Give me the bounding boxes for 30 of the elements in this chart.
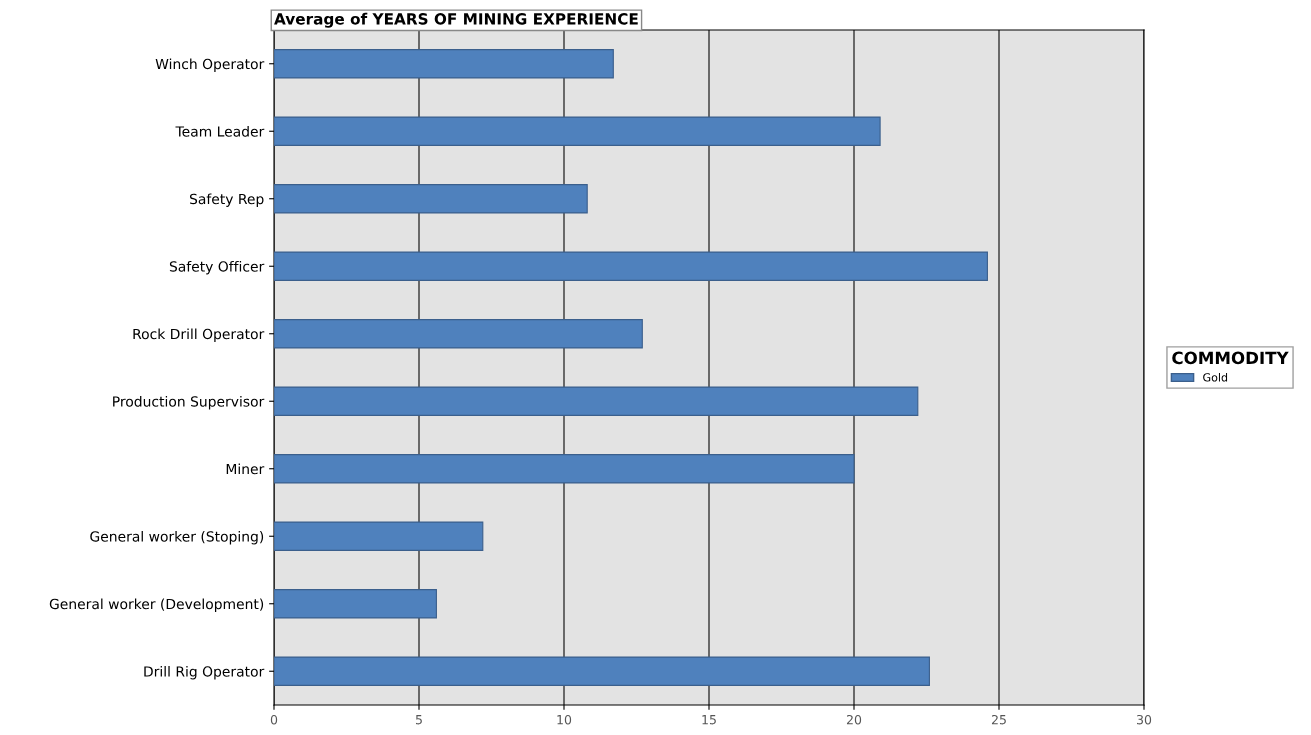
x-tick-label: 10 [557, 714, 572, 725]
chart-title: Average of YEARS OF MINING EXPERIENCE [274, 12, 638, 28]
legend-title: COMMODITY [1172, 351, 1289, 365]
y-tick-label: General worker (Development) [49, 598, 264, 612]
bar [274, 184, 588, 214]
x-tick-label: 5 [415, 715, 422, 725]
bar [274, 319, 643, 349]
bar [274, 454, 855, 484]
y-tick-label: Safety Rep [189, 193, 264, 207]
bar [274, 589, 437, 619]
x-tick-label: 25 [991, 714, 1006, 725]
y-tick-label: Production Supervisor [113, 395, 265, 410]
bar [274, 386, 919, 416]
y-tick-label: Miner [226, 463, 265, 475]
y-tick-label: General worker (Stoping) [90, 530, 264, 545]
bar [274, 656, 930, 686]
x-tick-label: 20 [846, 714, 862, 725]
bar [274, 521, 484, 551]
y-tick-label: Team Leader [175, 125, 265, 137]
x-tick-label: 0 [270, 714, 278, 725]
y-tick-label: Winch Operator [155, 58, 265, 72]
x-tick-label: 30 [1137, 714, 1152, 725]
bar [274, 116, 881, 146]
y-tick-label: Safety Officer [169, 260, 265, 275]
legend-label: Gold [1203, 372, 1228, 382]
x-tick-label: 15 [702, 715, 716, 725]
y-tick-label: Drill Rig Operator [144, 665, 265, 680]
y-tick-label: Rock Drill Operator [133, 328, 265, 342]
bar [274, 251, 988, 281]
bar [274, 49, 614, 79]
